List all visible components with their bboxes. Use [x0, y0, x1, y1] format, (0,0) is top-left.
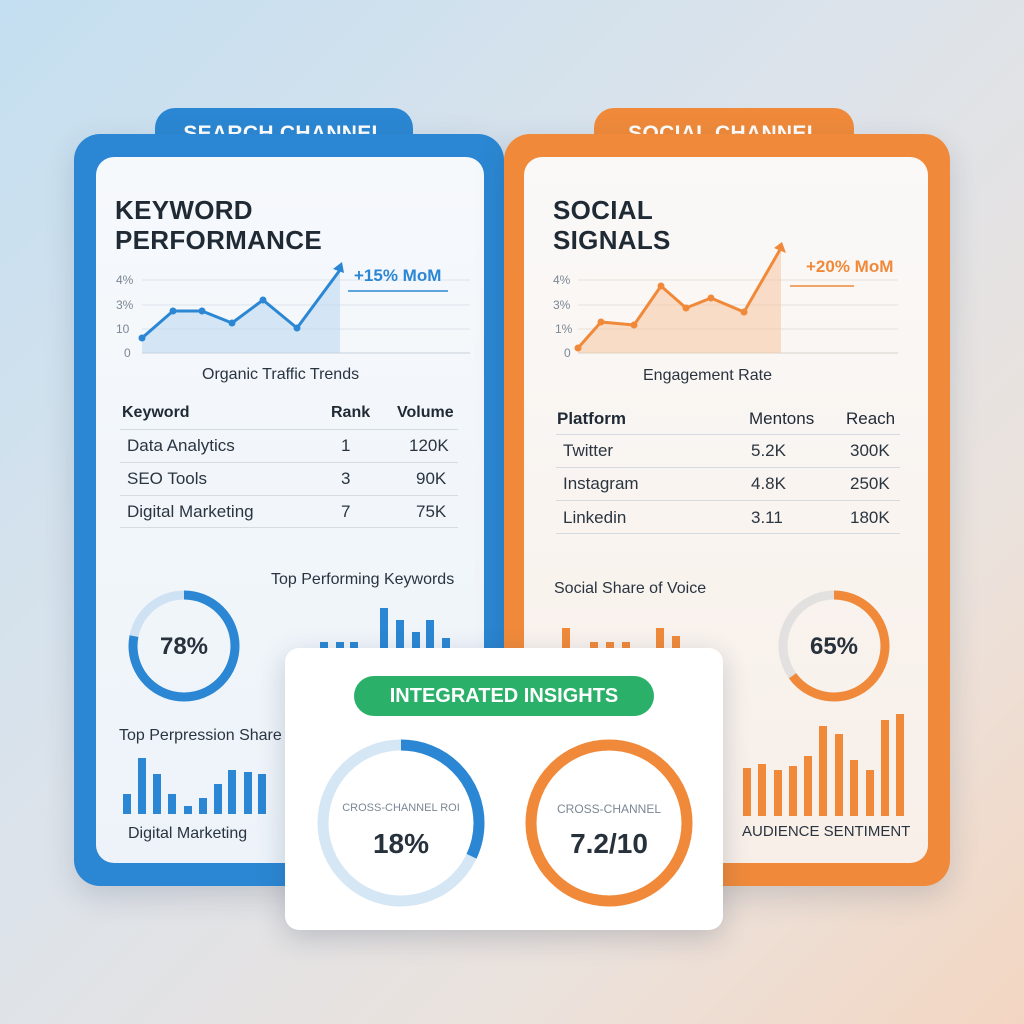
social-title-line1: SOCIAL [553, 195, 654, 225]
search-y-tick: 4% [116, 273, 134, 287]
table-cell: 1 [341, 436, 351, 455]
table-cell: Data Analytics [127, 436, 235, 455]
social-chart-caption: Engagement Rate [643, 367, 772, 384]
social-col-platform: Platform [557, 409, 626, 428]
table-cell: 7 [341, 502, 351, 521]
table-cell: Instagram [563, 474, 639, 493]
search-col-keyword: Keyword [122, 404, 190, 421]
roi-label: CROSS-CHANNEL ROI [342, 802, 460, 814]
table-cell: 120K [409, 436, 449, 455]
social-y-tick: 1% [555, 322, 573, 336]
search-trend-chart [138, 262, 470, 354]
gauge-arc [525, 739, 693, 907]
search-y-tick: 0 [124, 346, 131, 360]
table-cell: 180K [850, 508, 890, 527]
table-cell: 75K [416, 502, 447, 521]
search-share-bars [123, 758, 266, 814]
social-gauge [778, 590, 890, 702]
table-cell: 250K [850, 474, 890, 493]
social-mom-badge: +20% MoM [806, 257, 894, 276]
social-gauge-value: 65% [809, 633, 859, 660]
table-cell: 4.8K [751, 474, 786, 493]
social-trend-chart [574, 242, 898, 354]
search-title-line2: PERFORMANCE [115, 225, 322, 255]
gauge-arc [778, 590, 890, 702]
search-col-rank: Rank [331, 404, 371, 421]
score-label: CROSS-CHANNEL [556, 802, 661, 816]
table-cell: 3.11 [751, 508, 783, 527]
search-col-volume: Volume [397, 404, 454, 421]
social-trend-area [578, 248, 781, 353]
search-trend-area [142, 270, 340, 353]
table-cell: 5.2K [751, 441, 786, 460]
search-mom-badge: +15% MoM [354, 266, 442, 285]
search-gauge [128, 590, 240, 702]
search-chart-caption: Organic Traffic Trends [202, 366, 360, 383]
search-y-tick: 3% [116, 298, 134, 312]
table-cell: Twitter [563, 441, 614, 460]
table-cell: 300K [850, 441, 890, 460]
search-y-tick: 10 [116, 322, 130, 336]
integrated-insights-pill[interactable]: INTEGRATED INSIGHTS [354, 676, 654, 716]
table-cell: Digital Marketing [127, 502, 254, 521]
social-y-tick: 0 [564, 346, 571, 360]
gauge-arc [128, 590, 240, 702]
social-col-reach: Reach [846, 409, 896, 428]
social-sentiment-bars [743, 714, 904, 816]
table-cell: SEO Tools [127, 469, 208, 488]
social-col-mentions: Mentons [749, 409, 815, 428]
social-sov-label: Social Share of Voice [554, 580, 707, 597]
roi-value: 18% [372, 828, 430, 859]
score-gauge [525, 739, 693, 907]
social-sov-bars [562, 628, 680, 650]
top-keywords-bars [320, 608, 450, 650]
search-bottom-label: Digital Marketing [128, 825, 248, 842]
social-y-tick: 3% [553, 298, 571, 312]
table-cell: 3 [341, 469, 351, 488]
social-title-line2: SIGNALS [553, 225, 671, 255]
roi-gauge [317, 739, 485, 907]
search-share-label: Top Perpression Share [119, 727, 282, 744]
search-title-line1: KEYWORD [115, 195, 253, 225]
search-gauge-value: 78% [159, 633, 209, 660]
score-value: 7.2/10 [570, 828, 648, 859]
social-y-tick: 4% [553, 273, 571, 287]
social-trend-line [576, 247, 783, 349]
gauge-arc [317, 739, 485, 907]
table-cell: 90K [416, 469, 447, 488]
audience-sentiment-label: AUDIENCE SENTIMENT [742, 823, 911, 840]
table-cell: Linkedin [563, 508, 627, 527]
top-keywords-label: Top Performing Keywords [271, 571, 455, 588]
